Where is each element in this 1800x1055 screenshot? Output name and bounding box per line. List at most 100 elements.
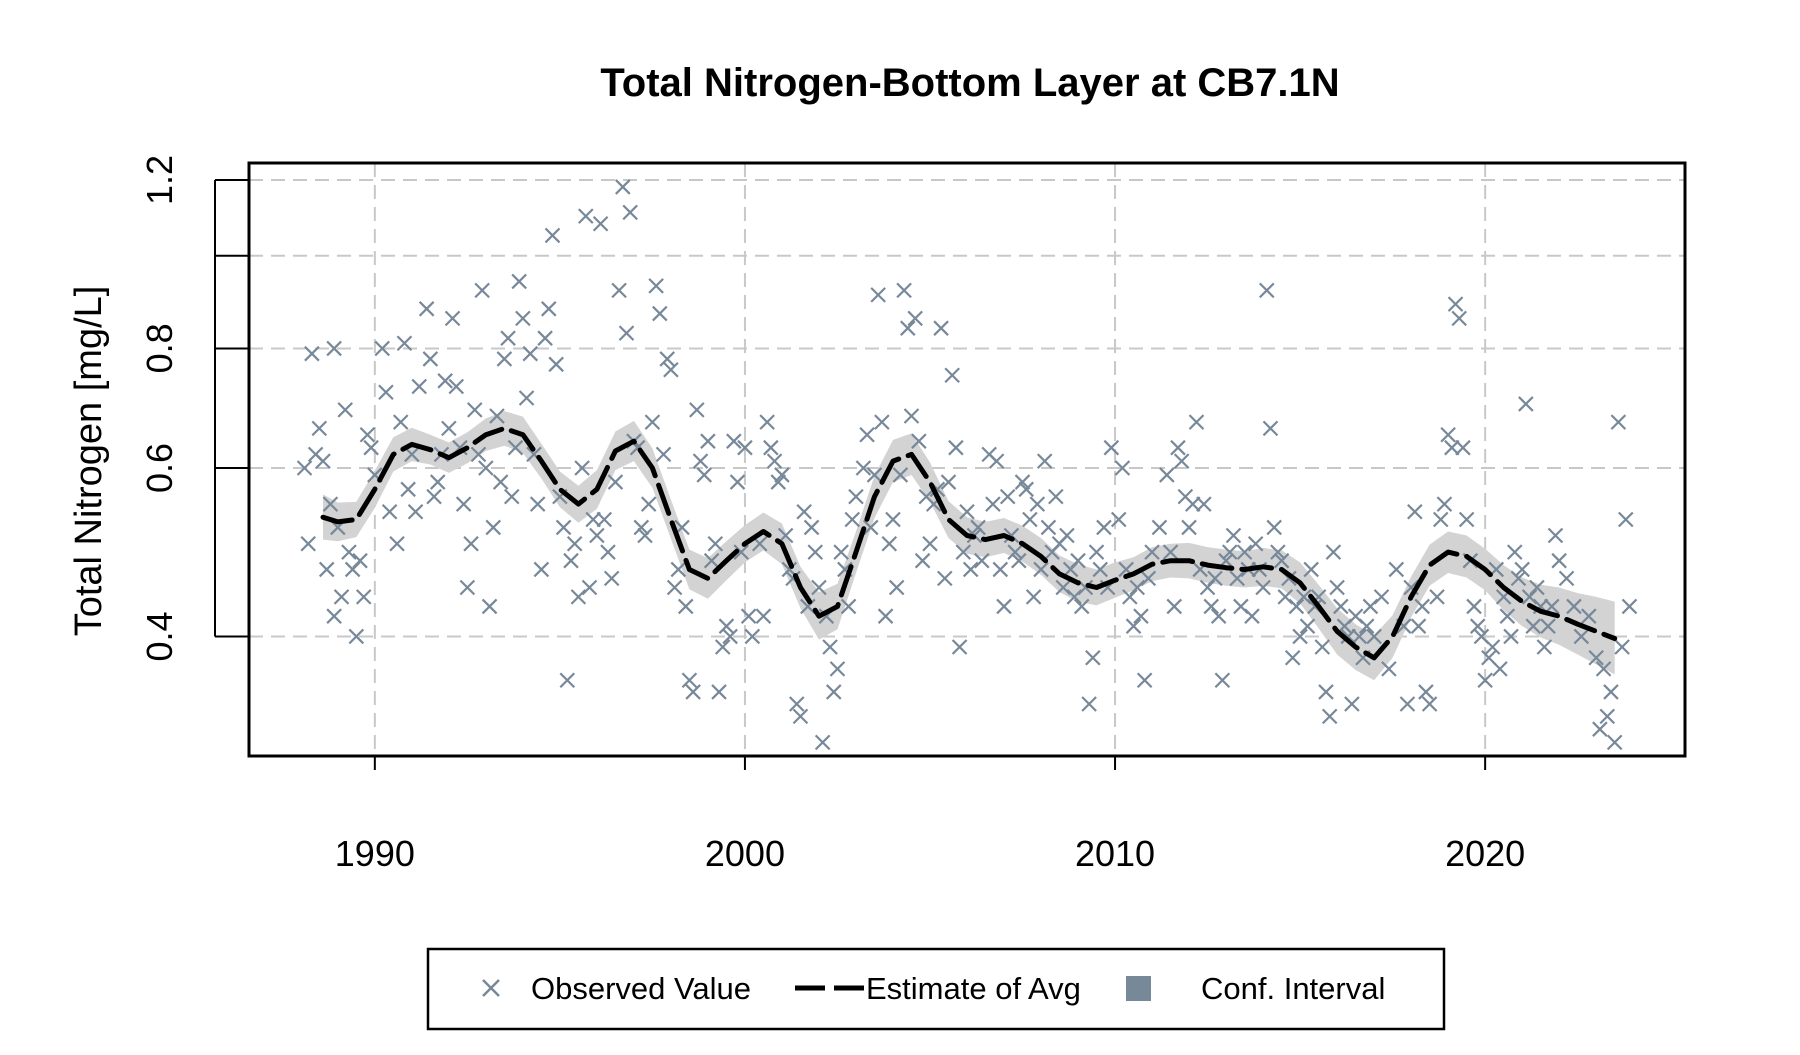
observed-point xyxy=(1136,672,1153,689)
observed-point xyxy=(596,511,613,528)
observed-point xyxy=(681,672,698,689)
observed-point xyxy=(533,561,550,578)
observed-point xyxy=(881,535,898,552)
observed-point xyxy=(833,544,849,560)
observed-point xyxy=(1299,618,1316,634)
observed-point xyxy=(740,608,757,624)
observed-point xyxy=(822,639,838,655)
observed-point xyxy=(911,433,927,449)
observed-point xyxy=(825,684,842,700)
observed-point xyxy=(1499,608,1516,624)
x-tick-label: 2010 xyxy=(1075,833,1155,874)
observed-point xyxy=(1270,544,1286,560)
observed-point xyxy=(877,608,894,624)
observed-point xyxy=(800,598,816,615)
legend-square-icon xyxy=(1126,976,1151,1001)
observed-point xyxy=(348,628,365,645)
observed-point xyxy=(1073,598,1090,615)
observed-point xyxy=(1129,579,1146,596)
observed-point xyxy=(1447,296,1464,312)
observed-point xyxy=(311,420,328,437)
observed-point xyxy=(774,467,790,483)
observed-point xyxy=(951,639,968,655)
observed-point xyxy=(1510,570,1527,587)
observed-point xyxy=(903,408,920,424)
observed-point xyxy=(1318,684,1334,700)
observed-point xyxy=(1144,544,1160,560)
observed-point xyxy=(862,519,879,536)
observed-point xyxy=(478,460,494,476)
observed-point xyxy=(537,330,553,346)
observed-point xyxy=(411,378,428,395)
observed-point xyxy=(1440,426,1456,443)
observed-point xyxy=(1466,598,1482,615)
observed-point xyxy=(1114,460,1131,476)
observed-point xyxy=(1029,496,1046,512)
observed-point xyxy=(459,579,476,596)
observed-point xyxy=(481,598,498,615)
observed-point xyxy=(522,345,539,362)
observed-point xyxy=(444,310,461,327)
observed-point xyxy=(1173,453,1190,469)
observed-point xyxy=(1333,598,1349,615)
observed-point xyxy=(1122,589,1138,605)
observed-point xyxy=(722,628,738,645)
observed-point xyxy=(1092,561,1109,578)
observed-point xyxy=(1247,535,1264,552)
observed-point xyxy=(296,460,313,476)
observed-point xyxy=(570,589,587,605)
observed-point xyxy=(788,696,805,712)
observed-point xyxy=(1262,420,1279,437)
x-tick-label: 2020 xyxy=(1445,833,1525,874)
observed-point xyxy=(907,310,923,327)
observed-point xyxy=(866,467,883,483)
observed-point xyxy=(1595,661,1612,677)
observed-point xyxy=(970,519,986,536)
observed-point xyxy=(463,535,479,552)
observed-point xyxy=(914,552,931,569)
observed-point xyxy=(322,496,339,512)
observed-point xyxy=(663,361,679,378)
observed-point xyxy=(637,527,653,544)
observed-point xyxy=(1610,414,1627,430)
observed-point xyxy=(589,527,605,544)
observed-point xyxy=(1088,544,1105,560)
observed-point xyxy=(1358,618,1375,634)
observed-point xyxy=(848,488,864,505)
observed-point xyxy=(1207,570,1223,587)
observed-point xyxy=(900,320,916,336)
observed-point xyxy=(1566,598,1582,615)
legend: Observed Value Estimate of Avg Conf. Int… xyxy=(426,947,1446,1031)
observed-point xyxy=(418,301,435,317)
observed-point xyxy=(304,345,320,362)
observed-point xyxy=(1444,439,1460,456)
observed-point xyxy=(578,208,594,224)
observed-point xyxy=(692,453,709,469)
observed-point xyxy=(707,535,724,552)
observed-point xyxy=(429,474,446,490)
observed-point xyxy=(1536,639,1553,655)
observed-point xyxy=(670,561,687,578)
observed-point xyxy=(1614,639,1630,655)
observed-point xyxy=(1236,544,1253,560)
observed-point xyxy=(1055,579,1072,596)
observed-point xyxy=(378,384,394,401)
observed-point xyxy=(1225,527,1242,544)
observed-point xyxy=(1255,579,1271,596)
observed-point xyxy=(896,282,912,299)
observed-point xyxy=(1344,696,1360,712)
observed-point xyxy=(1166,598,1183,615)
observed-point xyxy=(1603,684,1619,700)
y-tick-label: 1.2 xyxy=(139,155,180,205)
observed-point xyxy=(363,439,379,456)
observed-point xyxy=(581,579,598,596)
observed-point xyxy=(744,628,761,645)
observed-point xyxy=(1606,734,1623,751)
observed-point xyxy=(585,511,601,528)
observed-point xyxy=(870,287,886,303)
observed-point xyxy=(1366,628,1382,645)
observed-point xyxy=(1580,608,1597,624)
observed-point xyxy=(1436,496,1453,512)
observed-point xyxy=(1592,721,1608,737)
observed-point xyxy=(655,446,672,463)
